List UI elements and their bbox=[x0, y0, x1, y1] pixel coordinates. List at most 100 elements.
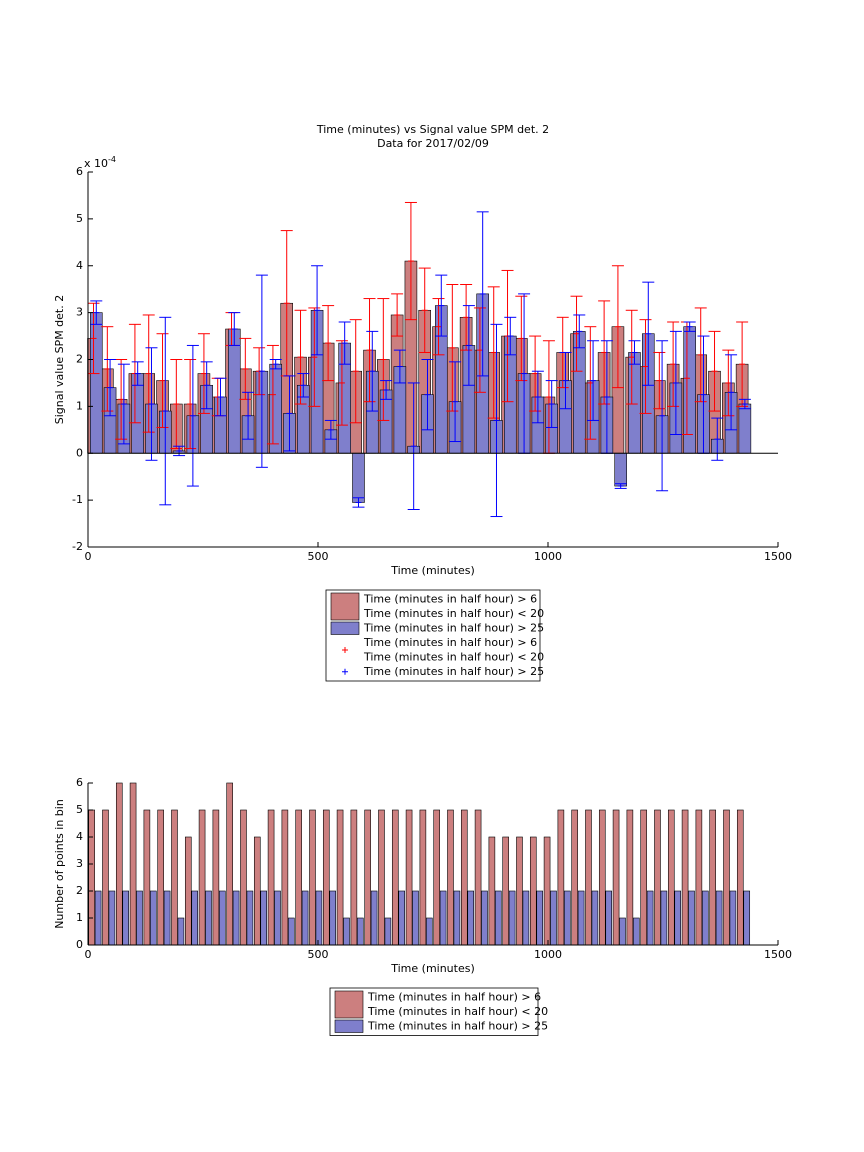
chart-title: Time (minutes) vs Signal value SPM det. … bbox=[316, 123, 549, 136]
error-bar bbox=[380, 380, 393, 400]
error-bar bbox=[266, 344, 279, 445]
error-bar bbox=[656, 340, 669, 492]
error-bar bbox=[432, 298, 445, 356]
bar bbox=[226, 782, 233, 946]
x-tick-label: 0 bbox=[85, 550, 92, 563]
error-bar bbox=[504, 316, 517, 356]
bar bbox=[738, 403, 752, 454]
error-bar bbox=[653, 351, 666, 410]
bar bbox=[322, 809, 330, 946]
error-bar bbox=[335, 340, 348, 426]
bar bbox=[253, 836, 261, 946]
bar bbox=[102, 809, 109, 946]
error-bar bbox=[228, 312, 241, 346]
bar bbox=[681, 809, 689, 946]
error-bar bbox=[473, 307, 486, 393]
legend-marker bbox=[342, 668, 348, 675]
bar bbox=[598, 809, 606, 946]
bar bbox=[564, 890, 571, 946]
bar bbox=[205, 890, 212, 946]
bar bbox=[474, 809, 482, 946]
bar bbox=[571, 809, 578, 946]
bar bbox=[522, 890, 530, 946]
error-bar bbox=[490, 323, 503, 518]
bar bbox=[90, 312, 103, 454]
error-bar bbox=[694, 307, 707, 403]
y-tick-label: 1 bbox=[76, 399, 83, 412]
bar bbox=[481, 890, 488, 946]
error-bar bbox=[611, 265, 624, 389]
bar bbox=[614, 452, 627, 487]
bar bbox=[329, 890, 337, 946]
y-tick-label: 0 bbox=[76, 446, 83, 459]
y-tick-label: 5 bbox=[76, 803, 83, 816]
error-bar bbox=[186, 344, 199, 487]
legend-swatch bbox=[334, 1019, 364, 1033]
bar bbox=[384, 917, 392, 946]
legend-label: Time (minutes in half hour) > 25 bbox=[367, 1019, 548, 1032]
x-tick-label: 500 bbox=[308, 550, 329, 563]
bar bbox=[419, 809, 427, 946]
y-tick-label: 3 bbox=[76, 306, 83, 319]
error-bar bbox=[625, 309, 638, 405]
bar bbox=[495, 890, 502, 946]
error-bar bbox=[104, 359, 117, 417]
bar bbox=[688, 890, 695, 946]
y-tick-label: 6 bbox=[76, 165, 83, 178]
bar bbox=[336, 809, 344, 946]
bar bbox=[228, 328, 241, 454]
error-bar bbox=[587, 340, 600, 421]
legend-box bbox=[325, 589, 541, 682]
error-bar bbox=[529, 335, 542, 412]
error-bar bbox=[738, 398, 751, 410]
bar bbox=[391, 809, 399, 946]
y-tick-label: 5 bbox=[76, 212, 83, 225]
bar bbox=[260, 890, 268, 946]
y-tick-label: 2 bbox=[76, 884, 83, 897]
error-bar bbox=[407, 382, 420, 510]
bar bbox=[605, 890, 613, 946]
error-bar bbox=[435, 274, 448, 337]
error-bar bbox=[214, 377, 227, 417]
error-bar bbox=[642, 281, 655, 386]
bar bbox=[660, 890, 668, 946]
y-axis-label: Signal value SPM det. 2 bbox=[53, 295, 66, 425]
bar bbox=[177, 917, 185, 946]
bar bbox=[529, 836, 537, 946]
bar bbox=[591, 890, 599, 946]
error-bar bbox=[725, 354, 738, 431]
bar bbox=[212, 809, 220, 946]
error-bar bbox=[142, 314, 155, 433]
bar bbox=[612, 809, 620, 946]
bar bbox=[136, 890, 143, 946]
error-bar bbox=[338, 321, 351, 365]
error-bar bbox=[184, 359, 197, 450]
error-bar bbox=[708, 330, 721, 412]
legend-label: Time (minutes in half hour) < 20 bbox=[367, 1005, 548, 1018]
error-bar bbox=[628, 340, 641, 365]
error-bar bbox=[559, 351, 572, 410]
bar bbox=[557, 809, 565, 946]
error-bar bbox=[197, 333, 210, 414]
bar bbox=[191, 890, 199, 946]
bar bbox=[219, 890, 226, 946]
bar bbox=[412, 890, 419, 946]
bar bbox=[232, 890, 240, 946]
error-bar bbox=[324, 419, 337, 440]
y-tick-label: 4 bbox=[76, 259, 83, 272]
bar bbox=[240, 809, 247, 946]
error-bar bbox=[366, 330, 379, 412]
bar bbox=[572, 331, 586, 454]
legend-label: Time (minutes in half hour) < 20 bbox=[363, 650, 544, 663]
bar bbox=[508, 890, 516, 946]
error-bar bbox=[404, 201, 417, 321]
bar bbox=[460, 809, 468, 946]
bar bbox=[626, 809, 634, 946]
bar bbox=[343, 917, 350, 946]
error-bar bbox=[242, 391, 255, 440]
error-bar bbox=[297, 373, 310, 398]
legend-box bbox=[329, 987, 539, 1036]
y-tick-label: 2 bbox=[76, 353, 83, 366]
error-bar bbox=[573, 314, 586, 349]
